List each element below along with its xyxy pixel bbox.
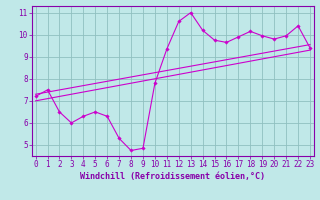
X-axis label: Windchill (Refroidissement éolien,°C): Windchill (Refroidissement éolien,°C) [80, 172, 265, 181]
